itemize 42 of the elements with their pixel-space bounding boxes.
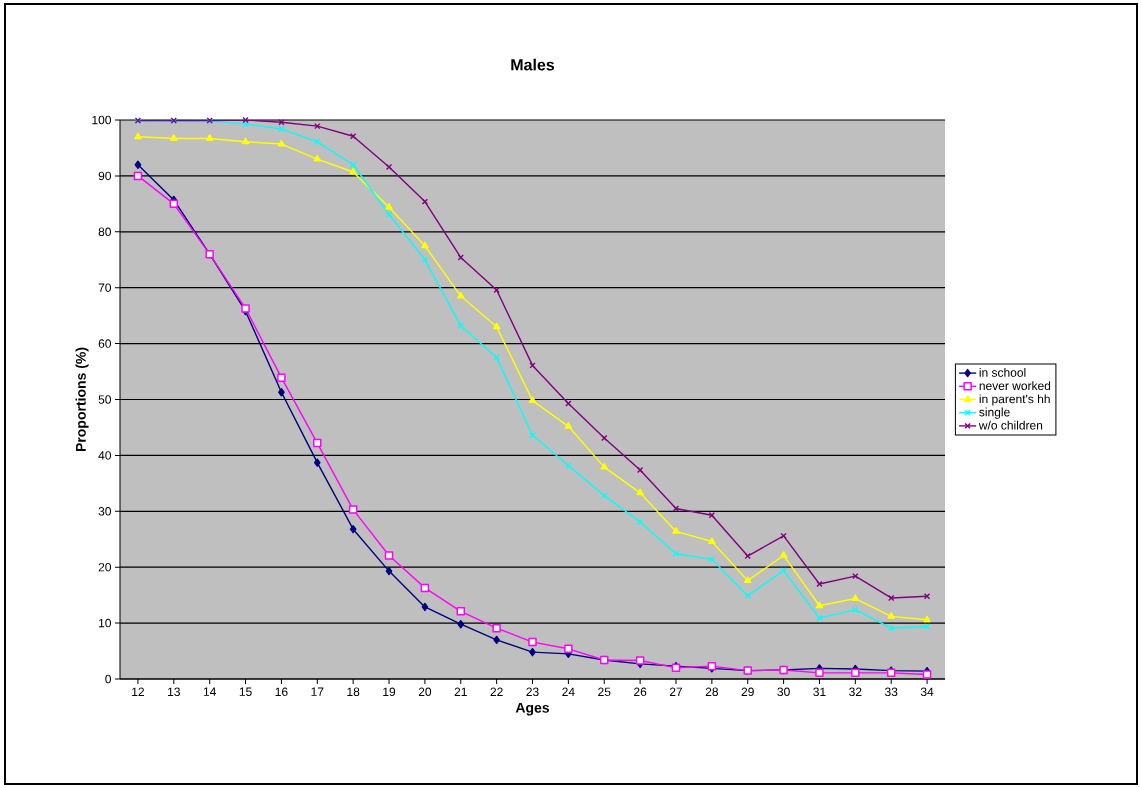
x-tick-label: 33 [884, 687, 898, 697]
legend-label: single [979, 407, 1010, 419]
x-tick-label: 25 [598, 687, 611, 697]
x-tick-label: 20 [418, 687, 432, 697]
x-tick-label: 19 [383, 687, 396, 697]
x-tick-label: 29 [741, 687, 754, 697]
legend-label: never worked [979, 381, 1051, 391]
x-tick-label: 28 [705, 687, 718, 697]
x-tick-label: 16 [275, 687, 288, 697]
y-tick-label: 50 [98, 395, 111, 404]
y-tick-label: 20 [98, 562, 111, 572]
y-tick-label: 0 [105, 674, 112, 684]
x-tick-label: 26 [634, 687, 647, 697]
x-tick-label: 22 [490, 687, 503, 696]
y-tick-label: 90 [98, 171, 111, 181]
y-tick-label: 100 [92, 115, 111, 125]
legend-label: in parent's hh [979, 394, 1050, 406]
x-tick-label: 32 [849, 687, 862, 697]
x-tick-label: 12 [132, 687, 144, 696]
legend-label: w/o children [978, 420, 1043, 430]
legend-label: in school [979, 368, 1026, 377]
x-tick-label: 23 [526, 687, 539, 697]
x-tick-label: 15 [239, 687, 252, 696]
x-tick-label: 27 [669, 687, 683, 696]
x-tick-label: 30 [777, 687, 790, 697]
y-axis-title: Proportions (%) [75, 347, 89, 452]
y-tick-label: 70 [98, 283, 111, 292]
x-tick-label: 17 [311, 687, 324, 696]
y-tick-label: 60 [98, 339, 111, 348]
x-tick-label: 18 [347, 687, 360, 697]
y-tick-label: 40 [98, 451, 111, 460]
x-tick-label: 31 [813, 687, 826, 697]
y-tick-label: 10 [99, 618, 111, 628]
x-tick-label: 21 [454, 687, 467, 696]
x-tick-label: 34 [920, 687, 934, 697]
x-tick-label: 14 [203, 687, 216, 696]
chart-title: Males [511, 58, 555, 71]
x-axis-title: Ages [515, 702, 550, 716]
x-tick-label: 24 [562, 687, 575, 696]
x-tick-label: 13 [168, 687, 180, 697]
y-tick-label: 30 [98, 507, 111, 516]
y-tick-label: 80 [98, 227, 111, 237]
